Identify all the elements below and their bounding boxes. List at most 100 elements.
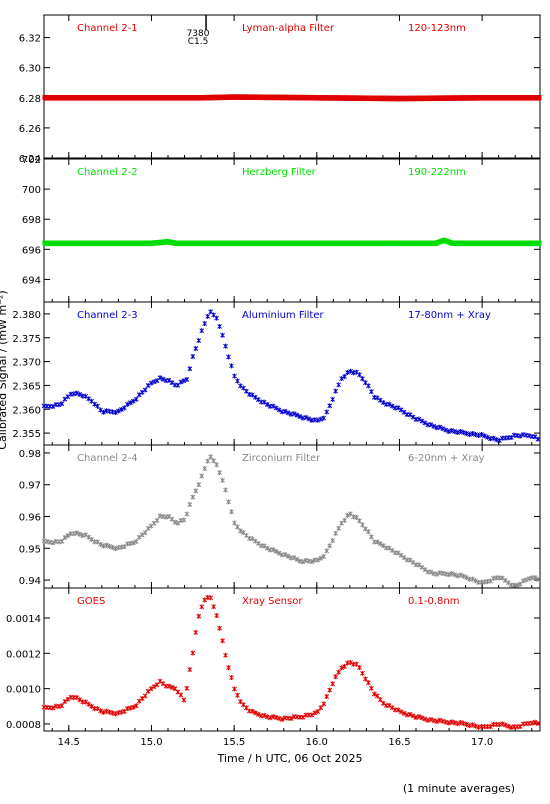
data-point bbox=[449, 571, 455, 577]
data-point bbox=[261, 543, 267, 549]
data-point bbox=[214, 462, 219, 468]
data-point bbox=[50, 403, 56, 409]
data-point bbox=[113, 410, 118, 416]
data-point bbox=[333, 388, 339, 394]
data-point bbox=[86, 396, 91, 402]
data-point bbox=[220, 332, 225, 338]
data-point bbox=[321, 415, 327, 421]
data-point bbox=[416, 416, 422, 422]
data-point bbox=[422, 716, 428, 722]
data-point bbox=[330, 396, 336, 402]
data-point bbox=[532, 434, 538, 440]
data-point bbox=[330, 538, 336, 544]
data-point bbox=[339, 665, 344, 671]
data-point bbox=[65, 394, 71, 400]
panel-frame bbox=[43, 444, 541, 589]
data-point bbox=[306, 416, 312, 422]
data-point bbox=[437, 424, 443, 430]
data-point bbox=[148, 686, 154, 692]
data-point bbox=[502, 722, 508, 728]
data-point bbox=[95, 706, 100, 712]
data-point bbox=[62, 534, 68, 540]
data-point bbox=[83, 393, 89, 399]
data-point bbox=[133, 703, 139, 709]
data-point bbox=[470, 722, 475, 728]
data-point bbox=[136, 698, 142, 704]
data-point bbox=[104, 542, 109, 548]
data-point bbox=[407, 412, 413, 418]
data-point bbox=[217, 323, 222, 329]
data-point bbox=[499, 575, 505, 581]
data-point bbox=[95, 403, 100, 409]
data-point bbox=[98, 708, 103, 714]
y-tick-label: 696 bbox=[22, 245, 41, 256]
panel-frame bbox=[43, 301, 541, 446]
data-point bbox=[92, 401, 97, 407]
data-point bbox=[77, 531, 83, 537]
data-point bbox=[86, 701, 91, 707]
data-point bbox=[181, 378, 187, 384]
data-point bbox=[455, 430, 461, 436]
data-point bbox=[148, 380, 154, 386]
data-point bbox=[517, 723, 523, 729]
data-point bbox=[151, 684, 157, 690]
data-point bbox=[389, 403, 395, 409]
data-point bbox=[181, 697, 187, 703]
data-point bbox=[464, 721, 469, 727]
data-point bbox=[190, 494, 196, 500]
data-point bbox=[354, 369, 359, 375]
data-point bbox=[505, 580, 511, 586]
panel-band-label: 0.1-0.8nm bbox=[408, 596, 460, 607]
data-point bbox=[395, 405, 401, 411]
data-point bbox=[211, 458, 216, 464]
panel-frame bbox=[43, 158, 541, 303]
data-point bbox=[95, 539, 100, 545]
data-point bbox=[318, 416, 324, 422]
y-tick-label: 702 bbox=[22, 155, 41, 166]
data-point bbox=[255, 711, 261, 717]
data-point bbox=[342, 374, 347, 380]
panel-frame bbox=[43, 14, 541, 159]
data-point bbox=[294, 412, 300, 418]
panel-4: 0.94 0.95 0.96 0.97 0.98 Channel 2-4 Zirconium… bbox=[19, 444, 541, 589]
data-point bbox=[532, 575, 538, 581]
data-point bbox=[142, 387, 148, 393]
x-tick-label: 14.5 bbox=[58, 737, 80, 748]
data-point bbox=[440, 426, 446, 432]
data-point bbox=[196, 482, 202, 488]
data-point bbox=[348, 659, 353, 665]
data-point bbox=[285, 553, 291, 559]
panel-5: 0.0008 0.0010 0.0012 0.0014 GOES Xray Sensor 0… bbox=[6, 587, 541, 732]
panel-filter-label: Herzberg Filter bbox=[242, 167, 317, 178]
y-tick-label: 6.26 bbox=[19, 124, 41, 135]
data-point bbox=[300, 714, 306, 720]
data-point bbox=[419, 418, 425, 424]
data-point bbox=[264, 545, 270, 551]
data-point bbox=[321, 701, 327, 707]
data-point bbox=[145, 525, 151, 531]
data-point bbox=[297, 414, 303, 420]
data-point bbox=[59, 401, 65, 407]
data-point bbox=[377, 541, 383, 547]
data-point bbox=[83, 532, 89, 538]
data-point bbox=[226, 354, 231, 360]
data-point bbox=[416, 714, 422, 720]
data-point bbox=[470, 430, 475, 436]
data-point bbox=[369, 685, 374, 691]
data-point bbox=[345, 512, 350, 518]
data-point bbox=[422, 420, 428, 426]
data-point bbox=[282, 552, 288, 558]
data-point bbox=[282, 408, 288, 414]
data-point bbox=[517, 433, 523, 439]
data-point bbox=[193, 346, 199, 352]
data-point bbox=[220, 638, 225, 644]
data-point bbox=[142, 530, 148, 536]
data-point bbox=[50, 705, 56, 711]
data-point bbox=[410, 713, 416, 719]
event-marker-label: C1.5 bbox=[188, 37, 209, 47]
data-point bbox=[184, 685, 190, 691]
data-point bbox=[154, 517, 160, 523]
y-tick-label: 0.0012 bbox=[6, 649, 41, 660]
y-tick-label: 0.94 bbox=[19, 576, 41, 587]
